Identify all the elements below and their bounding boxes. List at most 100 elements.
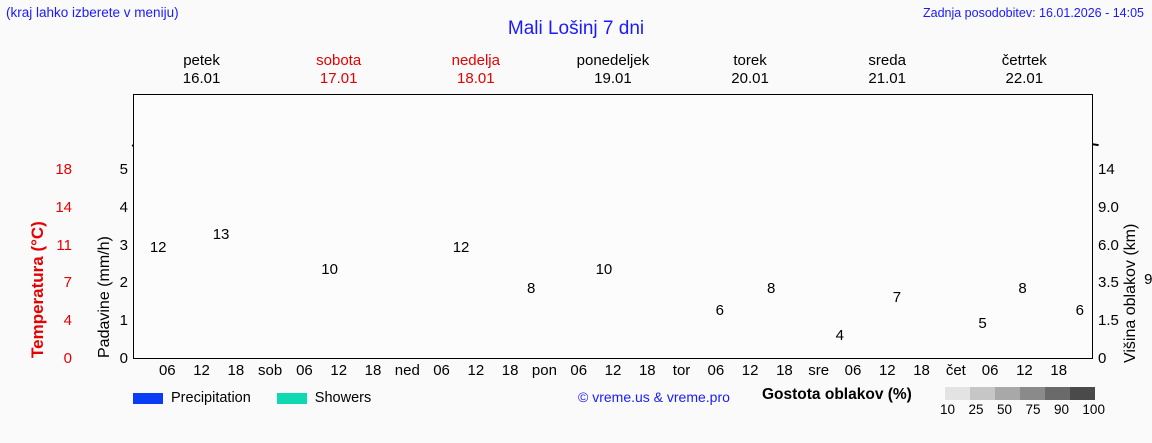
copyright-notice: © vreme.us & vreme.pro — [578, 389, 730, 405]
day-date: 21.01 — [868, 70, 906, 87]
temperature-tick-label: 18 — [55, 161, 72, 178]
day-date: 16.01 — [182, 70, 221, 87]
day-header-5: torek 20.01 — [682, 52, 819, 90]
temperature-tick-label: 11 — [56, 236, 72, 254]
x-axis-tick-label: 18 — [1050, 362, 1068, 379]
temperature-value-label: 12 — [149, 239, 167, 256]
x-axis-tick-label: 18 — [364, 362, 382, 379]
temperature-tick-label: 14 — [55, 198, 72, 216]
x-axis-tick-label: 18 — [913, 362, 930, 379]
temperature-value-label: 6 — [1075, 302, 1084, 319]
cloudheight-tick-label: 3.5 — [1098, 274, 1119, 292]
page-title: Mali Lošinj 7 dni — [507, 18, 645, 39]
cloudheight-tick-label: 1.5 — [1098, 312, 1119, 330]
cloud-density-swatch-4 — [1045, 387, 1070, 400]
x-axis-tick-label: tor — [672, 362, 691, 379]
temperature-tick-label: 7 — [63, 274, 72, 292]
x-axis-tick-label: 06 — [570, 362, 588, 379]
x-axis-tick-label: čet — [945, 362, 966, 379]
cloud-density-swatch-3 — [1020, 387, 1045, 400]
cloud-density-tick: 75 — [1025, 402, 1041, 417]
location-menu-note: (kraj lahko izberete v meniju) — [6, 5, 179, 20]
cloud-density-swatch-0 — [945, 387, 970, 400]
cloud-density-tick: 100 — [1082, 402, 1105, 417]
day-date: 20.01 — [731, 70, 769, 87]
cloud-density-swatch-5 — [1070, 387, 1095, 400]
x-axis-tick-label: sob — [258, 362, 283, 379]
cloudheight-tick-label: 0 — [1098, 350, 1107, 367]
last-update-stamp: Zadnja posodobitev: 16.01.2026 - 14:05 — [922, 6, 1144, 20]
series-legend: Precipitation Showers — [133, 388, 371, 408]
temperature-value-label: 8 — [767, 279, 776, 297]
day-name: četrtek — [1001, 52, 1047, 69]
precipitation-tick-label: 0 — [119, 350, 128, 367]
x-axis-tick-label: 18 — [227, 362, 245, 379]
day-date: 18.01 — [457, 70, 495, 87]
temperature-value-label: 12 — [452, 239, 470, 256]
day-name: ponedeljek — [576, 52, 650, 69]
precipitation-tick-label: 2 — [119, 274, 128, 292]
showers-swatch — [276, 392, 307, 404]
cloud-density-tick: 90 — [1053, 402, 1069, 417]
cloudheight-tick-label: 6.0 — [1098, 236, 1119, 254]
x-axis-tick-label: 12 — [1016, 362, 1033, 379]
x-axis-tick-label: 06 — [296, 362, 313, 379]
day-header-3: nedelja 18.01 — [407, 52, 544, 90]
cloud-density-colorramp — [945, 387, 1095, 400]
x-axis-tick-label: pon — [531, 362, 557, 379]
temperature-value-label: 10 — [321, 261, 338, 279]
temperature-axis-title: Temperatura (°C) — [2, 170, 47, 360]
precipitation-tick-label: 4 — [119, 198, 128, 216]
x-axis-tick-label: 12 — [878, 362, 896, 379]
day-header-1: petek 16.01 — [133, 52, 270, 90]
x-axis-tick-label: 12 — [193, 362, 210, 379]
temperature-value-label: 9 — [1144, 270, 1152, 288]
day-name: sreda — [868, 52, 906, 69]
x-axis-tick-label: 06 — [433, 362, 450, 379]
day-header-4: ponedeljek 19.01 — [544, 52, 681, 90]
precipitation-tick-label: 1 — [119, 312, 128, 330]
day-name: nedelja — [451, 52, 500, 69]
x-axis-tick-label: 06 — [981, 362, 999, 379]
precipitation-axis-title: Padavine (mm/h) — [74, 170, 113, 360]
x-axis-tick-label: 18 — [638, 362, 656, 379]
precipitation-axis-title-text: Padavine (mm/h) — [96, 236, 113, 358]
precipitation-tick-label: 3 — [119, 236, 128, 254]
temperature-value-label: 5 — [978, 314, 987, 332]
day-header-strip: petek 16.01 sobota 17.01 nedelja 18.01 ponedel… — [133, 52, 1093, 90]
x-axis-tick-label: 06 — [158, 362, 176, 379]
temperature-tick-label: 0 — [63, 350, 72, 367]
cloudheight-tick-label: 14 — [1098, 161, 1115, 178]
precipitation-tick-label: 5 — [119, 161, 128, 178]
day-header-7: četrtek 22.01 — [956, 52, 1093, 90]
x-axis-tick-label: ned — [394, 362, 420, 379]
cloud-density-swatch-2 — [995, 387, 1020, 400]
temperature-value-label: 10 — [595, 261, 613, 279]
cloudheight-tick-label: 9.0 — [1098, 198, 1119, 216]
x-axis-tick-label: 18 — [501, 362, 519, 379]
temperature-tick-label: 4 — [63, 312, 72, 330]
x-axis-tick-label: 06 — [707, 362, 725, 379]
x-axis-tick-label: sre — [808, 362, 830, 379]
temperature-value-label: 4 — [835, 327, 844, 345]
x-axis-tick-label: 12 — [604, 362, 622, 379]
cloud-density-legend-title: Gostota oblakov (%) — [762, 386, 912, 403]
cloud-density-tick: 10 — [940, 402, 956, 417]
day-date: 17.01 — [319, 70, 358, 87]
cloud-density-swatch-1 — [970, 387, 995, 400]
x-axis-tick-label: 12 — [467, 362, 485, 379]
day-name: petek — [183, 52, 220, 69]
temperature-value-label: 6 — [715, 302, 724, 319]
x-axis-tick-label: 12 — [741, 362, 759, 379]
temperature-value-label: 7 — [892, 289, 902, 307]
day-date: 22.01 — [1005, 70, 1044, 87]
temperature-value-label: 13 — [212, 226, 230, 244]
cloud-density-tick-labels: 10 25 50 75 90 100 — [940, 402, 1105, 417]
x-axis-tick-label: 18 — [776, 362, 793, 379]
x-axis-tick-label: 12 — [330, 362, 348, 379]
day-header-6: sreda 21.01 — [819, 52, 956, 90]
precipitation-legend-label: Precipitation — [171, 390, 251, 406]
precipitation-swatch — [133, 392, 163, 404]
x-axis-tick-label: 06 — [844, 362, 862, 379]
day-name: torek — [733, 52, 767, 69]
